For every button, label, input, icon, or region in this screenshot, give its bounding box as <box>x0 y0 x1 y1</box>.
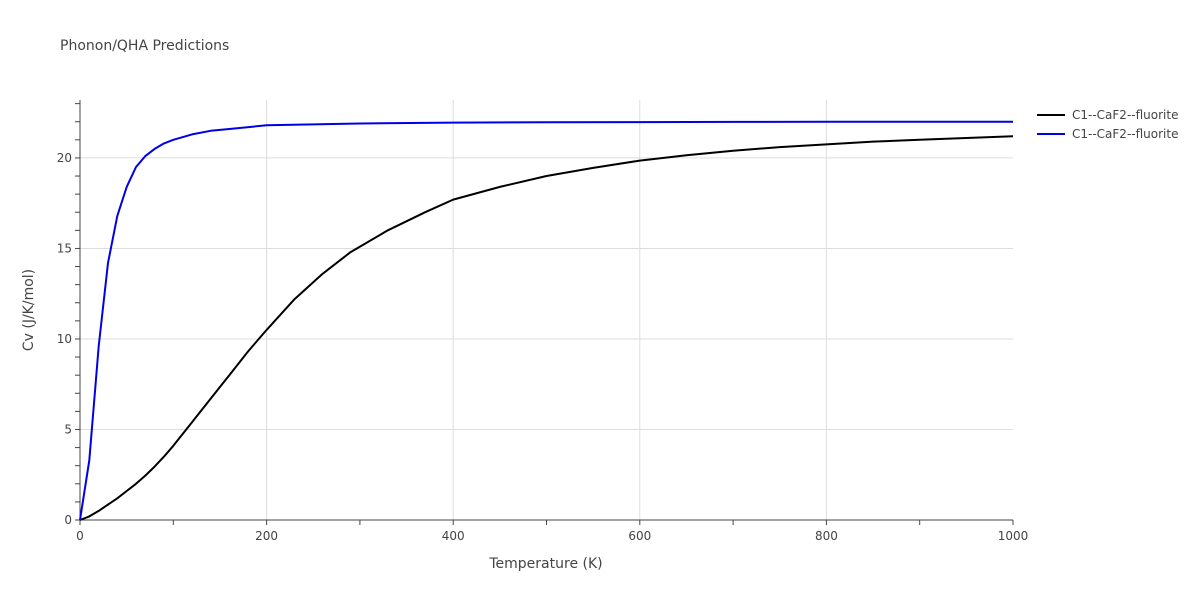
y-tick-label: 10 <box>57 332 72 346</box>
legend-label: C1--CaF2--fluorite <box>1072 108 1178 122</box>
legend[interactable]: C1--CaF2--fluorite C1--CaF2--fluorite <box>1037 108 1178 141</box>
x-axis-title: Temperature (K) <box>488 556 602 572</box>
legend-item-1[interactable]: C1--CaF2--fluorite <box>1037 127 1178 141</box>
y-tick-label: 15 <box>57 241 72 255</box>
series-lines <box>79 120 1014 521</box>
y-tick-label: 20 <box>57 151 72 165</box>
x-tick-label: 1000 <box>998 529 1029 543</box>
grid <box>80 100 1013 520</box>
y-axis-title: Cv (J/K/mol) <box>21 269 37 351</box>
series-line-1 <box>79 120 1013 521</box>
x-tick-label: 400 <box>442 529 465 543</box>
x-tick-label: 800 <box>815 529 838 543</box>
y-tick-label: 5 <box>64 422 72 436</box>
legend-item-0[interactable]: C1--CaF2--fluorite <box>1037 108 1178 122</box>
series-line-0 <box>79 135 1014 521</box>
y-tick-label: 0 <box>64 513 72 527</box>
x-tick-label: 600 <box>628 529 651 543</box>
x-tick-label: 0 <box>76 529 84 543</box>
axes: 0 200 400 600 800 1000 0 5 10 15 20 <box>57 100 1029 543</box>
x-tick-label: 200 <box>255 529 278 543</box>
legend-label: C1--CaF2--fluorite <box>1072 127 1178 141</box>
chart-title: Phonon/QHA Predictions <box>60 38 229 54</box>
